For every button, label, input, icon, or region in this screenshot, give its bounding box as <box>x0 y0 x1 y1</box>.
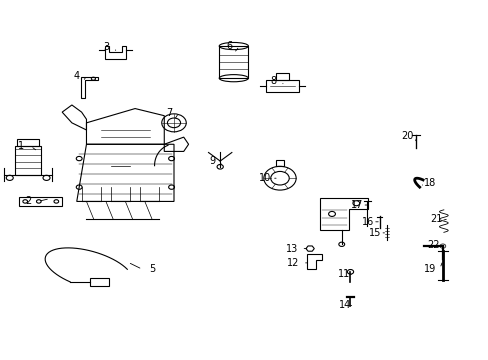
Text: 21: 21 <box>429 214 442 224</box>
Text: 6: 6 <box>226 41 232 51</box>
Text: 12: 12 <box>286 258 299 268</box>
Text: 5: 5 <box>149 264 155 274</box>
Text: 13: 13 <box>285 244 297 253</box>
Bar <box>89 278 109 286</box>
Text: 2: 2 <box>25 197 31 206</box>
Text: 20: 20 <box>400 131 413 141</box>
Text: 3: 3 <box>102 42 109 52</box>
Text: 19: 19 <box>423 264 435 274</box>
Bar <box>276 73 288 80</box>
Text: 9: 9 <box>209 157 216 166</box>
Text: 10: 10 <box>258 173 270 183</box>
Text: 14: 14 <box>338 300 350 310</box>
Text: 4: 4 <box>74 71 80 81</box>
Bar <box>276 159 283 166</box>
Text: 22: 22 <box>426 240 439 250</box>
Text: 8: 8 <box>270 76 276 86</box>
Bar <box>265 80 298 93</box>
Text: 1: 1 <box>18 141 24 151</box>
Text: 18: 18 <box>423 178 435 188</box>
Text: 15: 15 <box>368 228 380 238</box>
Bar <box>219 46 248 78</box>
Text: 7: 7 <box>165 108 172 118</box>
Text: 11: 11 <box>337 269 349 279</box>
Text: 16: 16 <box>362 217 374 227</box>
Text: 17: 17 <box>350 200 363 210</box>
